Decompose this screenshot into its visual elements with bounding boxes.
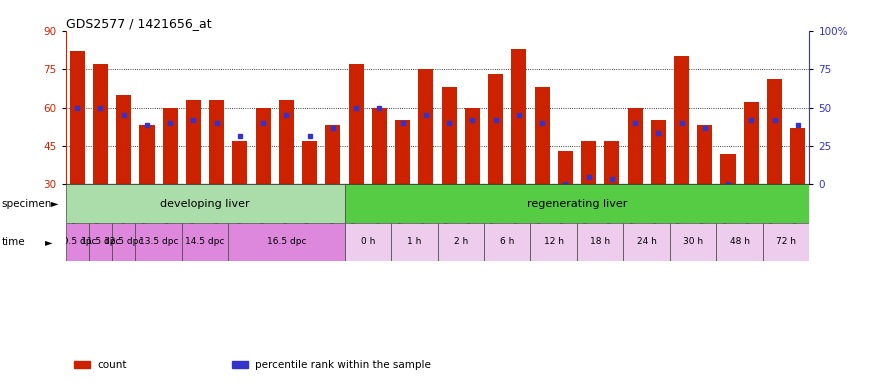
Bar [396,120,410,184]
Text: 2 h: 2 h [453,237,468,247]
Bar [488,74,503,184]
Bar [66,184,345,223]
Bar [302,141,318,184]
Bar [557,151,573,184]
Bar [720,154,736,184]
Text: 24 h: 24 h [637,237,656,247]
Text: 14.5 dpc: 14.5 dpc [186,237,225,247]
Text: 13.5 dpc: 13.5 dpc [139,237,178,247]
Bar [627,108,642,184]
Text: ►: ► [51,199,59,209]
Bar [418,69,433,184]
Text: 12 h: 12 h [543,237,564,247]
Bar [112,223,136,261]
Bar [670,223,717,261]
Text: percentile rank within the sample: percentile rank within the sample [255,360,430,370]
Bar [326,126,340,184]
Text: regenerating liver: regenerating liver [527,199,627,209]
Text: 6 h: 6 h [500,237,514,247]
Bar [345,223,391,261]
Bar [66,223,89,261]
Text: developing liver: developing liver [160,199,250,209]
Text: 18 h: 18 h [590,237,610,247]
Bar [116,95,131,184]
Bar [511,49,527,184]
Bar [623,223,670,261]
Bar [577,223,623,261]
Bar [790,128,805,184]
Text: 12.5 dpc: 12.5 dpc [104,237,144,247]
Bar [605,141,620,184]
Bar [391,223,438,261]
Text: 72 h: 72 h [776,237,796,247]
Text: ►: ► [45,237,52,247]
Text: time: time [2,237,25,247]
Text: 10.5 dpc: 10.5 dpc [58,237,97,247]
Bar [674,56,690,184]
Text: GDS2577 / 1421656_at: GDS2577 / 1421656_at [66,17,211,30]
Bar [228,223,345,261]
Bar [484,223,530,261]
Bar [89,223,112,261]
Bar [372,108,387,184]
Bar [348,64,364,184]
Bar [209,100,224,184]
Bar [744,103,759,184]
Bar [186,100,201,184]
Text: specimen: specimen [2,199,52,209]
Bar [70,51,85,184]
Bar [767,79,782,184]
Bar [182,223,228,261]
Text: 0 h: 0 h [360,237,375,247]
Text: 1 h: 1 h [407,237,422,247]
Bar [763,223,809,261]
Bar [279,100,294,184]
Bar [136,223,182,261]
Text: 30 h: 30 h [683,237,704,247]
Bar [233,141,248,184]
Text: count: count [97,360,127,370]
Text: 11.5 dpc: 11.5 dpc [80,237,120,247]
Bar [442,87,457,184]
Bar [651,120,666,184]
Bar [530,223,577,261]
Text: 16.5 dpc: 16.5 dpc [267,237,306,247]
Bar [535,87,550,184]
Bar [438,223,484,261]
Bar [255,108,270,184]
Bar [345,184,809,223]
Bar [697,126,712,184]
Text: 48 h: 48 h [730,237,750,247]
Bar [93,64,108,184]
Bar [163,108,178,184]
Bar [465,108,480,184]
Bar [581,141,596,184]
Bar [139,126,155,184]
Bar [717,223,763,261]
